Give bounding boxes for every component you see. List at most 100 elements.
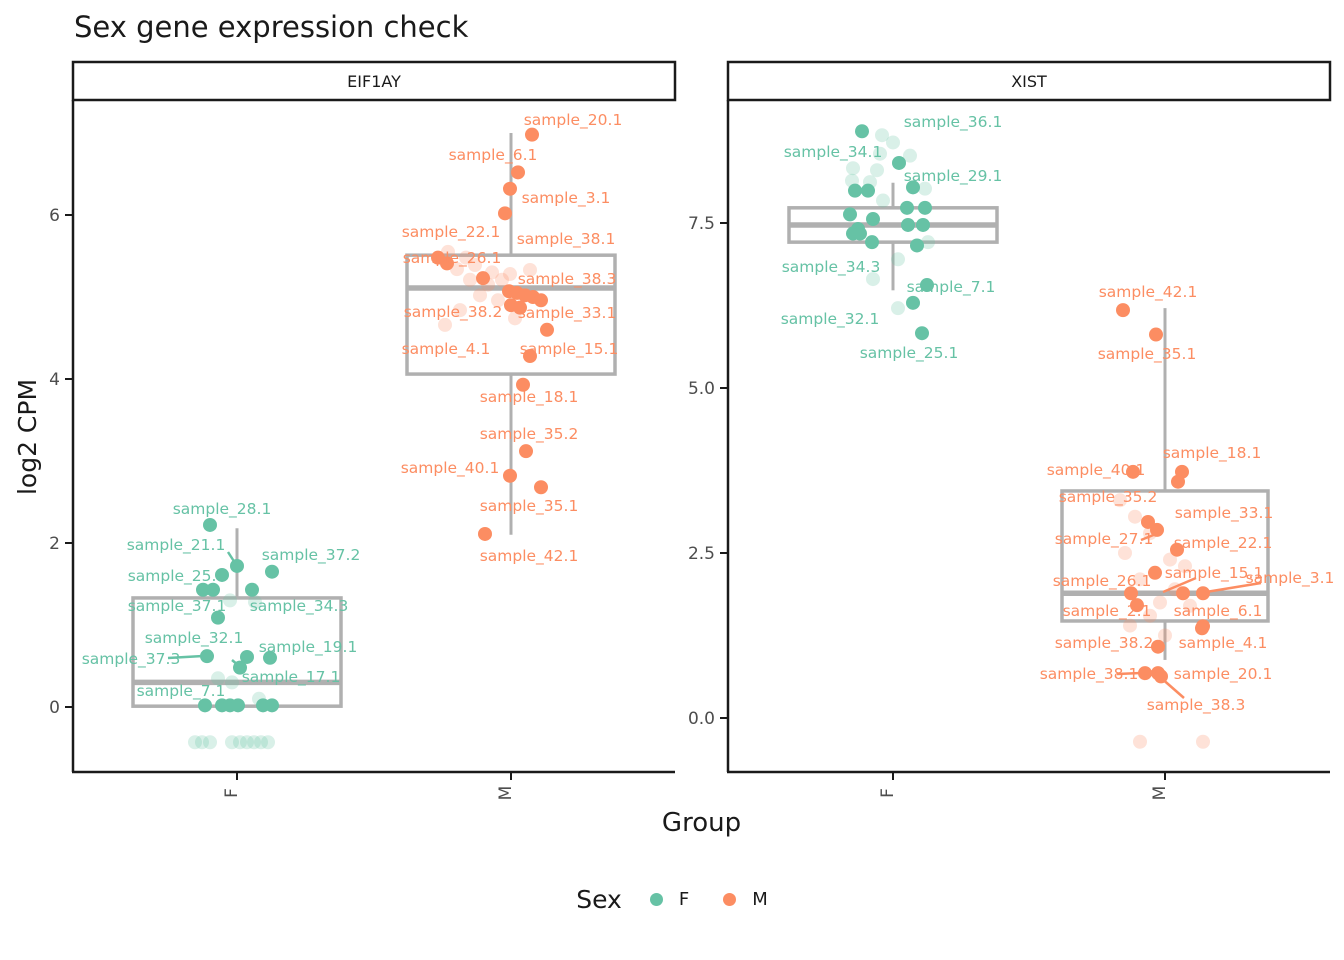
label-leader-line	[167, 654, 204, 660]
y-tick-label: 7.5	[688, 214, 715, 234]
jitter-point-faint	[1183, 598, 1197, 613]
sample-label: sample_40.1	[401, 459, 500, 478]
sample-label: sample_33.1	[1175, 504, 1274, 523]
jitter-point	[1130, 598, 1144, 613]
jitter-point-faint	[846, 161, 860, 176]
sample-label: sample_2.1	[1063, 602, 1152, 621]
sample-label: sample_4.1	[402, 340, 491, 359]
jitter-point	[245, 582, 259, 597]
sample-label: sample_26.1	[1053, 572, 1152, 591]
x-tick-label: M	[496, 786, 516, 801]
jitter-point	[203, 517, 217, 532]
jitter-point-faint	[459, 250, 473, 265]
label-leader-line	[1162, 576, 1197, 594]
jitter-point	[478, 526, 492, 541]
jitter-point	[231, 698, 245, 713]
jitter-point	[1126, 464, 1140, 479]
label-leader-line	[1205, 581, 1262, 594]
x-tick-label: M	[1150, 786, 1170, 801]
sample-label: sample_18.1	[1163, 444, 1262, 463]
jitter-point	[211, 610, 225, 625]
sample-label: sample_28.1	[173, 500, 272, 519]
facet-strip-label: EIF1AY	[347, 72, 401, 91]
jitter-point	[865, 235, 879, 250]
legend-dot-f	[649, 893, 663, 906]
label-leader-line	[1116, 671, 1142, 676]
sample-label: sample_32.1	[145, 629, 244, 648]
jitter-point-faint	[903, 148, 917, 163]
jitter-point	[1196, 586, 1210, 601]
jitter-point	[523, 349, 537, 364]
y-tick-label: 4	[49, 370, 60, 390]
jitter-point	[476, 271, 490, 286]
jitter-point	[503, 181, 517, 196]
sample-label: sample_7.1	[907, 278, 996, 297]
sample-label: sample_35.1	[1098, 345, 1197, 364]
jitter-point	[892, 155, 906, 170]
jitter-point-faint	[438, 317, 452, 332]
jitter-point	[200, 649, 214, 664]
jitter-point-faint	[473, 288, 487, 303]
sample-label: sample_3.1	[1246, 569, 1335, 588]
jitter-point-faint	[1178, 559, 1192, 574]
sample-label: sample_37.2	[262, 546, 361, 565]
jitter-point	[910, 238, 924, 253]
plot-title: Sex gene expression check	[74, 10, 469, 44]
jitter-point	[513, 300, 527, 315]
sample-label: sample_25.1	[860, 344, 959, 363]
jitter-point-faint	[875, 128, 889, 143]
jitter-point	[1150, 522, 1164, 537]
sample-label: sample_4.1	[1179, 634, 1268, 653]
sample-label: sample_25.1	[128, 567, 227, 586]
jitter-point	[920, 278, 934, 293]
sample-label: sample_38.1	[1040, 665, 1139, 684]
sample-label: sample_38.3	[1147, 696, 1246, 715]
jitter-point	[263, 650, 277, 665]
jitter-point-faint	[203, 735, 217, 750]
sample-label: sample_42.1	[1099, 283, 1198, 302]
sample-label: sample_35.2	[480, 425, 579, 444]
jitter-point-faint	[491, 293, 505, 308]
jitter-point-faint	[1128, 509, 1142, 524]
jitter-point	[1176, 586, 1190, 601]
jitter-point-faint	[223, 593, 237, 608]
jitter-point-faint	[523, 262, 537, 277]
jitter-point	[901, 217, 915, 232]
jitter-point	[861, 183, 875, 198]
jitter-point-faint	[1163, 552, 1177, 567]
jitter-point-faint	[886, 135, 900, 150]
jitter-point-faint	[1118, 546, 1132, 560]
jitter-point-faint	[503, 267, 517, 282]
jitter-point	[1124, 586, 1138, 601]
jitter-point-faint	[261, 735, 275, 750]
sample-label: sample_15.1	[1165, 564, 1264, 583]
sample-label: sample_36.1	[904, 113, 1003, 132]
sample-label: sample_35.1	[480, 497, 579, 516]
sample-label: sample_38.2	[404, 303, 503, 322]
sample-label: sample_38.2	[1055, 634, 1154, 653]
jitter-point	[534, 293, 548, 308]
sample-label: sample_34.3	[250, 597, 349, 616]
label-leader-line	[231, 659, 246, 672]
jitter-point-faint	[870, 163, 884, 178]
y-tick-label: 0	[49, 698, 60, 718]
jitter-point	[198, 698, 212, 713]
sample-label: sample_34.3	[782, 258, 881, 277]
jitter-point	[1138, 666, 1152, 681]
y-tick-label: 6	[49, 206, 60, 226]
jitter-point	[534, 480, 548, 495]
jitter-point-faint	[891, 301, 905, 316]
y-tick-label: 2.5	[688, 544, 715, 564]
jitter-point	[1151, 639, 1165, 654]
jitter-point-faint	[468, 258, 482, 273]
jitter-point	[906, 295, 920, 310]
box	[1060, 489, 1270, 623]
sample-label: sample_33.1	[518, 304, 617, 323]
jitter-point-faint	[453, 303, 467, 318]
sample-label: sample_32.1	[781, 310, 880, 329]
jitter-point	[900, 200, 914, 215]
jitter-point-faint	[921, 235, 935, 250]
jitter-point-faint	[1143, 608, 1157, 623]
legend-dot-m	[723, 893, 737, 906]
